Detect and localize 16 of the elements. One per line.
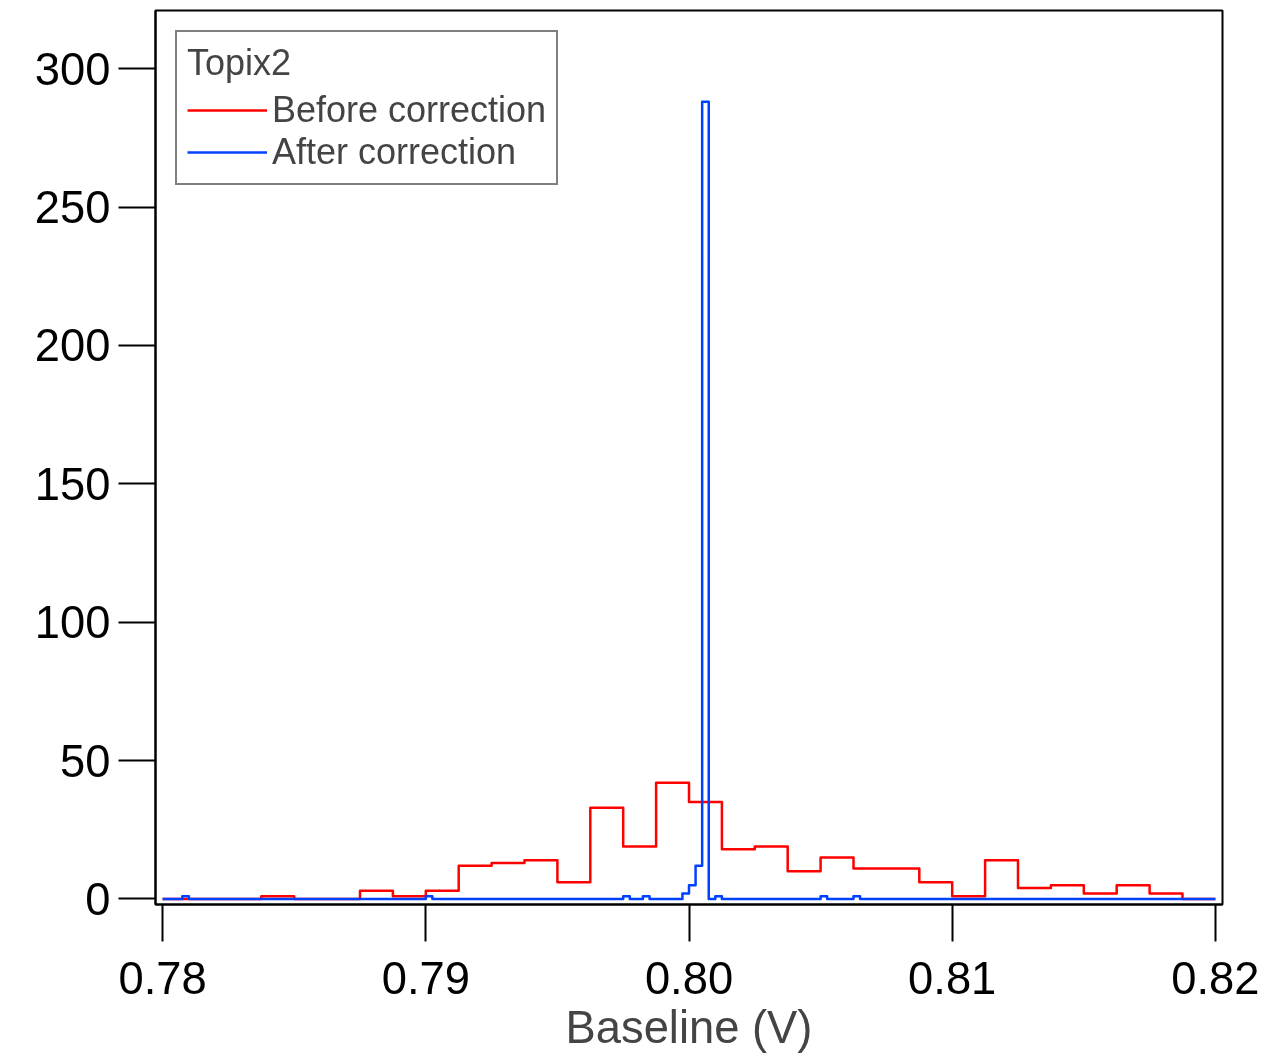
y-tick-label: 250 (34, 182, 111, 234)
y-tick-label: 0 (85, 873, 111, 925)
y-tick-label: 150 (34, 458, 111, 510)
x-tick-label: 0.81 (908, 952, 997, 1004)
legend-label: Before correction (272, 89, 547, 131)
x-axis-title: Baseline (V) (565, 1001, 813, 1053)
x-tick-label: 0.82 (1171, 952, 1260, 1004)
x-tick-label: 0.80 (644, 952, 734, 1004)
y-tick-label: 300 (34, 43, 111, 95)
y-tick-label: 200 (34, 320, 111, 372)
y-tick-label: 100 (34, 597, 111, 649)
legend-label: After correction (272, 131, 517, 173)
x-tick-label: 0.79 (381, 952, 470, 1004)
y-tick-label: 50 (60, 735, 111, 787)
x-tick-label: 0.78 (118, 952, 207, 1004)
legend-title: Topix2 (187, 42, 293, 84)
